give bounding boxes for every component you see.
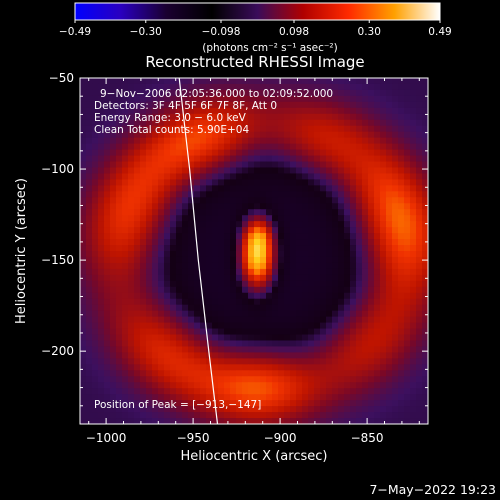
colorbar-gradient (75, 3, 440, 20)
info-line: Clean Total counts: 5.90E+04 (94, 124, 249, 136)
observation-info: 9−Nov−2006 02:05:36.000 to 02:09:52.000D… (94, 88, 333, 136)
y-tick-label: −200 (41, 344, 74, 358)
colorbar-tick-label: 0.49 (428, 26, 451, 38)
x-tick-label: −900 (264, 431, 297, 445)
colorbar-tick-label: −0.098 (202, 26, 241, 38)
x-tick-label: −850 (351, 431, 384, 445)
colorbar-tick-label: 0.30 (358, 26, 381, 38)
y-tick-label: −150 (41, 253, 74, 267)
colorbar-tick-label: 0.098 (279, 26, 309, 38)
chart-title: Reconstructed RHESSI Image (145, 53, 364, 71)
info-line: Energy Range: 3.0 − 6.0 keV (94, 112, 247, 124)
plot-frame (79, 77, 429, 425)
x-tick-label: −1000 (86, 431, 127, 445)
heatmap-image (80, 78, 428, 424)
solar-limb-curve (178, 78, 219, 424)
x-axis-ticks: −1000 −950 −900 −850 (86, 78, 420, 445)
colorbar: −0.49 −0.30 −0.098 0.098 0.30 0.49 (photons c… (59, 2, 452, 54)
colorbar-tick-label: −0.49 (59, 26, 91, 38)
y-axis-ticks: −50 −100 −150 −200 (41, 71, 428, 407)
y-axis-label: Heliocentric Y (arcsec) (14, 178, 29, 324)
colorbar-unit-label: (photons cm⁻² s⁻¹ asec⁻²) (202, 42, 337, 54)
info-line: 9−Nov−2006 02:05:36.000 to 02:09:52.000 (100, 88, 333, 100)
peak-position-label: Position of Peak = [−913,−147] (94, 399, 261, 411)
y-tick-label: −100 (41, 162, 74, 176)
x-axis-label: Heliocentric X (arcsec) (181, 449, 328, 464)
info-line: Detectors: 3F 4F 5F 6F 7F 8F, Att 0 (94, 100, 277, 112)
colorbar-ticks: −0.49 −0.30 −0.098 0.098 0.30 0.49 (59, 20, 452, 38)
date-stamp: 7−May−2022 19:23 (369, 482, 496, 497)
x-tick-label: −950 (177, 431, 210, 445)
colorbar-tick-label: −0.30 (130, 26, 162, 38)
y-tick-label: −50 (49, 71, 74, 85)
colorbar-frame (74, 2, 441, 21)
